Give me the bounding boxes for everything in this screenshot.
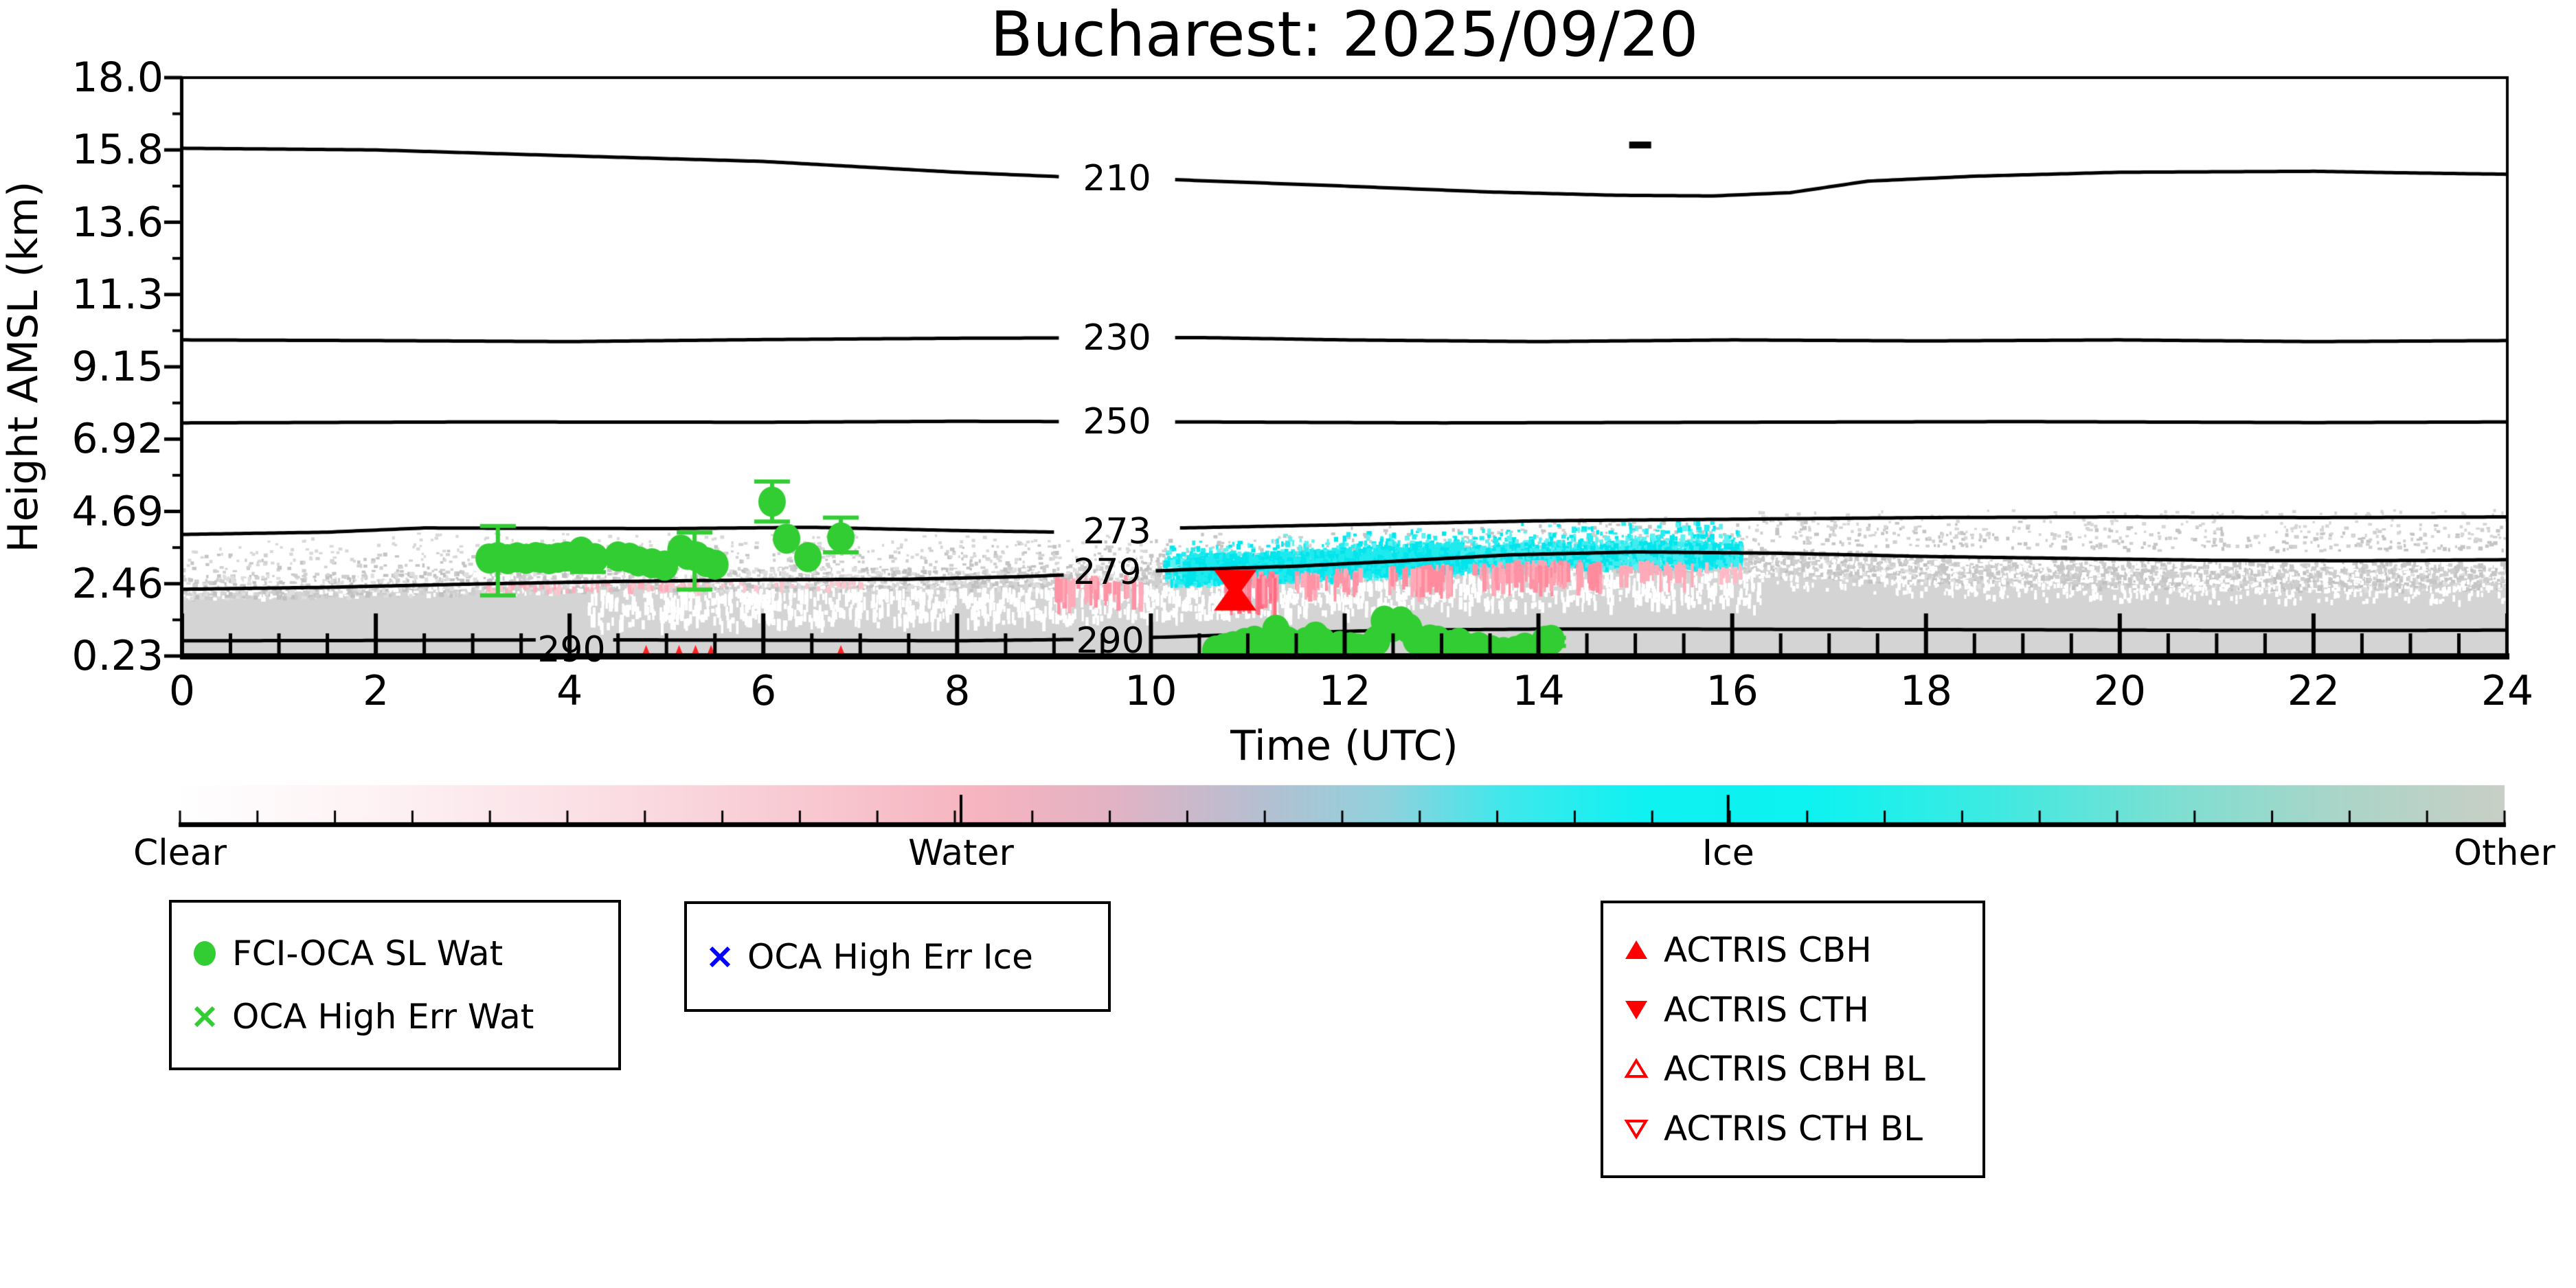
y-tick-label: 6.92 [71, 415, 163, 464]
contour-label: 210 [1083, 157, 1151, 199]
contour-label: 273 [1083, 511, 1151, 553]
colorbar-label-other: Other [2454, 833, 2555, 874]
contour-label: 250 [1083, 401, 1151, 443]
triangle-up-open-marker-icon [1623, 1055, 1650, 1083]
x-tick-label: 2 [362, 667, 389, 715]
contour-label: 290 [1076, 620, 1144, 662]
x-tick-label: 22 [2287, 667, 2340, 715]
x-marker-icon [191, 1003, 218, 1030]
y-tick-label: 2.46 [71, 559, 163, 608]
triangle-down-open-marker-icon [1623, 1115, 1650, 1142]
legend-entry: ACTRIS CBH BL [1623, 1052, 1982, 1086]
legend-entry: ACTRIS CTH BL [1623, 1111, 1982, 1146]
x-tick-label: 8 [944, 667, 971, 715]
triangle-down-filled-marker-icon [1623, 996, 1650, 1024]
x-tick-label: 14 [1512, 667, 1565, 715]
triangle-up-filled-marker-icon [1623, 936, 1650, 964]
legend-entry: FCI-OCA SL Wat [191, 936, 618, 971]
x-tick-label: 16 [1706, 667, 1759, 715]
legend-entry-label: ACTRIS CBH [1664, 929, 1872, 970]
y-tick-label: 18.0 [71, 54, 163, 102]
colorbar-label-clear: Clear [133, 833, 227, 874]
contour-label: 290 [537, 629, 606, 671]
x-axis-label: Time (UTC) [1230, 722, 1458, 770]
legend-entry: ACTRIS CTH [1623, 993, 1982, 1027]
circle-filled-marker-icon [191, 940, 218, 967]
legend-box-water-legend: FCI-OCA SL Wat OCA High Err Wat [169, 900, 621, 1070]
legend-entry: OCA High Err Wat [191, 999, 618, 1034]
x-tick-label: 4 [556, 667, 583, 715]
x-tick-label: 24 [2481, 667, 2534, 715]
x-marker-icon [706, 943, 734, 971]
x-tick-label: 6 [750, 667, 777, 715]
y-tick-label: 9.15 [71, 343, 163, 391]
y-tick-label: 15.8 [71, 126, 163, 174]
y-axis-label: Height AMSL (km) [0, 181, 47, 553]
y-tick-label: 13.6 [71, 198, 163, 247]
legend-entry-label: OCA High Err Ice [747, 936, 1033, 977]
legend-entry-label: ACTRIS CTH BL [1664, 1109, 1923, 1149]
legend-entry-label: OCA High Err Wat [232, 997, 534, 1037]
legend-entry-label: ACTRIS CBH BL [1664, 1049, 1925, 1089]
y-tick-label: 0.23 [71, 632, 163, 680]
plot-title: Bucharest: 2025/09/20 [990, 0, 1699, 71]
x-tick-label: 10 [1125, 667, 1177, 715]
legend-entry-label: ACTRIS CTH [1664, 989, 1869, 1030]
y-tick-label: 4.69 [71, 487, 163, 536]
x-tick-label: 0 [168, 667, 196, 715]
contour-label: 230 [1083, 317, 1151, 359]
legend-entry-label: FCI-OCA SL Wat [232, 933, 504, 973]
legend-entry: ACTRIS CBH [1623, 933, 1982, 967]
y-tick-label: 11.3 [71, 270, 163, 319]
x-tick-label: 20 [2093, 667, 2147, 715]
colorbar-label-ice: Ice [1702, 833, 1754, 874]
x-tick-label: 12 [1318, 667, 1371, 715]
contour-label: 279 [1073, 552, 1142, 594]
legend-box-ice-legend: OCA High Err Ice [684, 901, 1111, 1012]
x-tick-label: 18 [1899, 667, 1952, 715]
colorbar-label-water: Water [908, 833, 1014, 874]
legend-entry: OCA High Err Ice [706, 940, 1108, 974]
legend-box-actris-legend: ACTRIS CBH ACTRIS CTH ACTRIS CBH BL ACTRIS … [1601, 901, 1985, 1178]
